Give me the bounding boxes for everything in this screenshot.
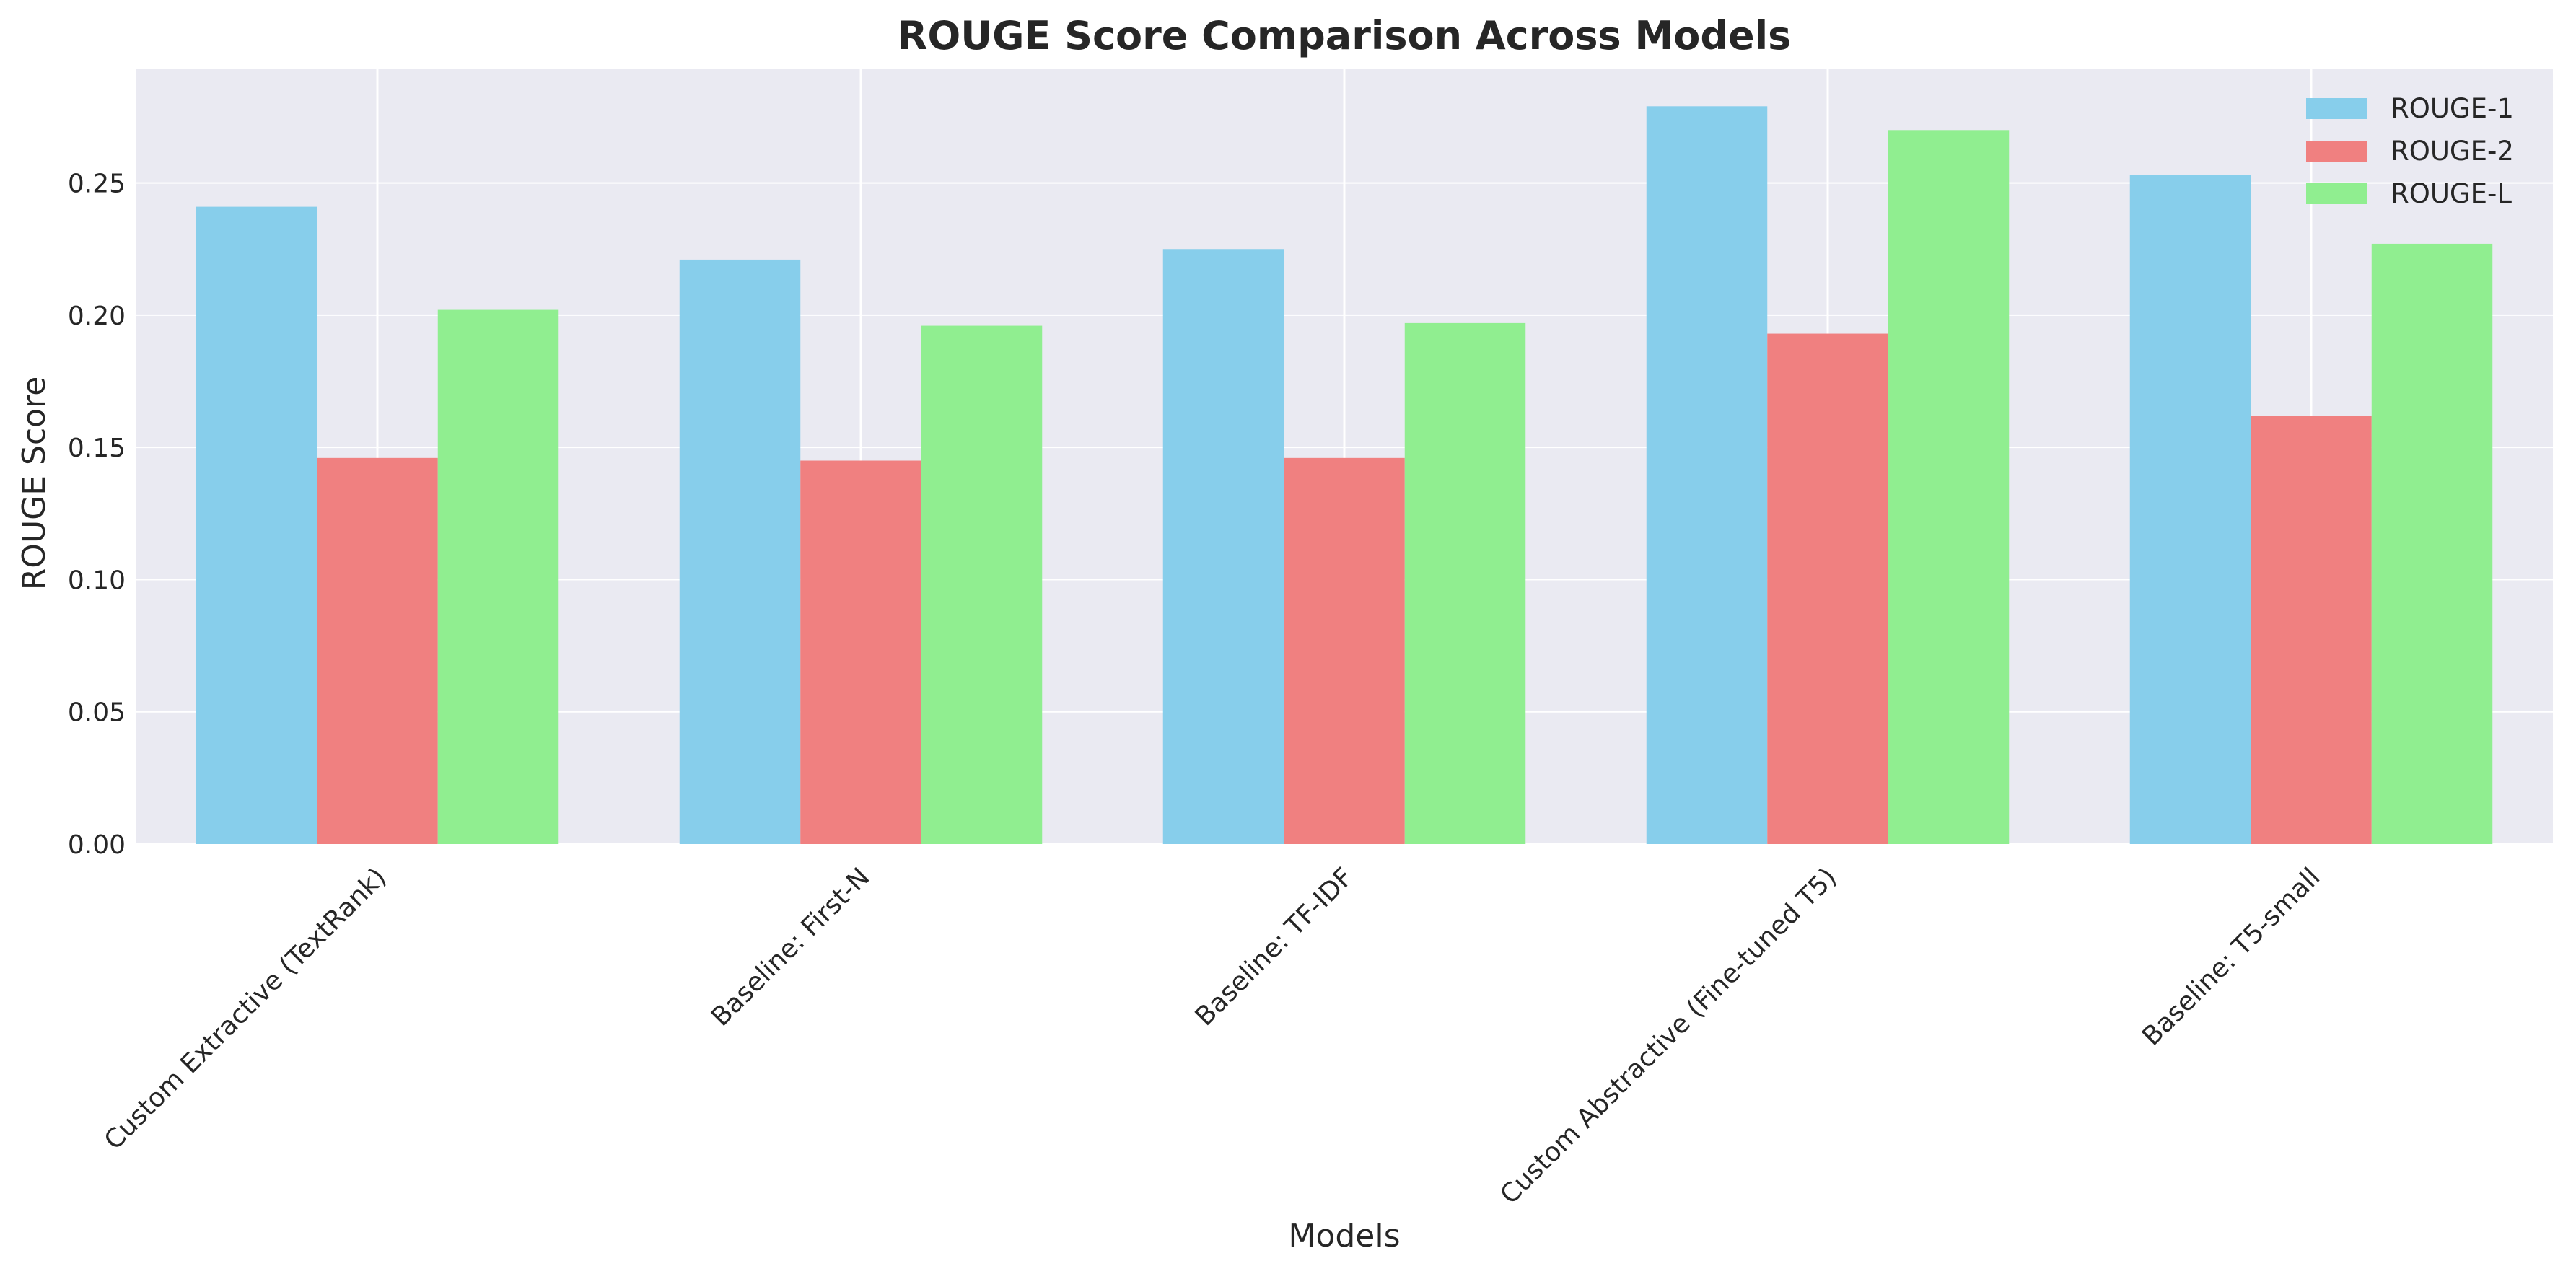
bar-rouge-l-2 [1404, 322, 1526, 845]
bars [196, 106, 2493, 845]
y-tick-label: 0.15 [68, 434, 126, 463]
y-axis-label: ROUGE Score [16, 377, 53, 591]
x-tick-label: Custom Abstractive (Fine-tuned T5) [1494, 862, 1842, 1210]
legend-swatch-rouge-2 [2306, 141, 2367, 162]
bar-rouge-2-0 [317, 457, 438, 844]
bar-rouge-2-1 [800, 460, 921, 844]
bar-rouge-l-0 [437, 309, 559, 845]
y-tick-label: 0.10 [68, 566, 126, 595]
bar-rouge-1-2 [1162, 249, 1284, 844]
y-tick-label: 0.00 [68, 830, 126, 860]
bar-rouge-l-3 [1888, 130, 2010, 844]
legend: ROUGE-1 ROUGE-2 ROUGE-L [2306, 93, 2514, 209]
x-tick-label: Custom Extractive (TextRank) [99, 862, 393, 1156]
bar-rouge-1-4 [2129, 175, 2251, 844]
chart-title: ROUGE Score Comparison Across Models [898, 13, 1792, 58]
legend-label-rouge-1: ROUGE-1 [2391, 93, 2514, 124]
x-axis: Custom Extractive (TextRank) Baseline: Fi… [99, 862, 2326, 1210]
x-tick-label: Baseline: First-N [706, 862, 875, 1032]
bar-rouge-1-3 [1646, 106, 1768, 845]
y-tick-label: 0.25 [68, 170, 126, 199]
x-tick-label: Baseline: TF-IDF [1190, 862, 1359, 1032]
bar-rouge-l-1 [921, 325, 1043, 845]
bar-rouge-2-2 [1284, 457, 1405, 844]
legend-label-rouge-2: ROUGE-2 [2391, 136, 2514, 167]
y-tick-label: 0.05 [68, 698, 126, 728]
bar-rouge-1-1 [679, 259, 801, 844]
bar-rouge-2-4 [2251, 416, 2372, 844]
bar-rouge-l-4 [2371, 243, 2493, 844]
y-axis: 0.00 0.05 0.10 0.15 0.20 0.25 [68, 170, 126, 860]
legend-label-rouge-l: ROUGE-L [2391, 178, 2512, 209]
x-axis-label: Models [1288, 1218, 1400, 1254]
y-tick-label: 0.20 [68, 302, 126, 331]
legend-swatch-rouge-l [2306, 183, 2367, 204]
legend-swatch-rouge-1 [2306, 98, 2367, 119]
bar-rouge-2-3 [1767, 333, 1888, 845]
x-tick-label: Baseline: T5-small [2137, 862, 2326, 1051]
bar-rouge-1-0 [196, 206, 317, 844]
